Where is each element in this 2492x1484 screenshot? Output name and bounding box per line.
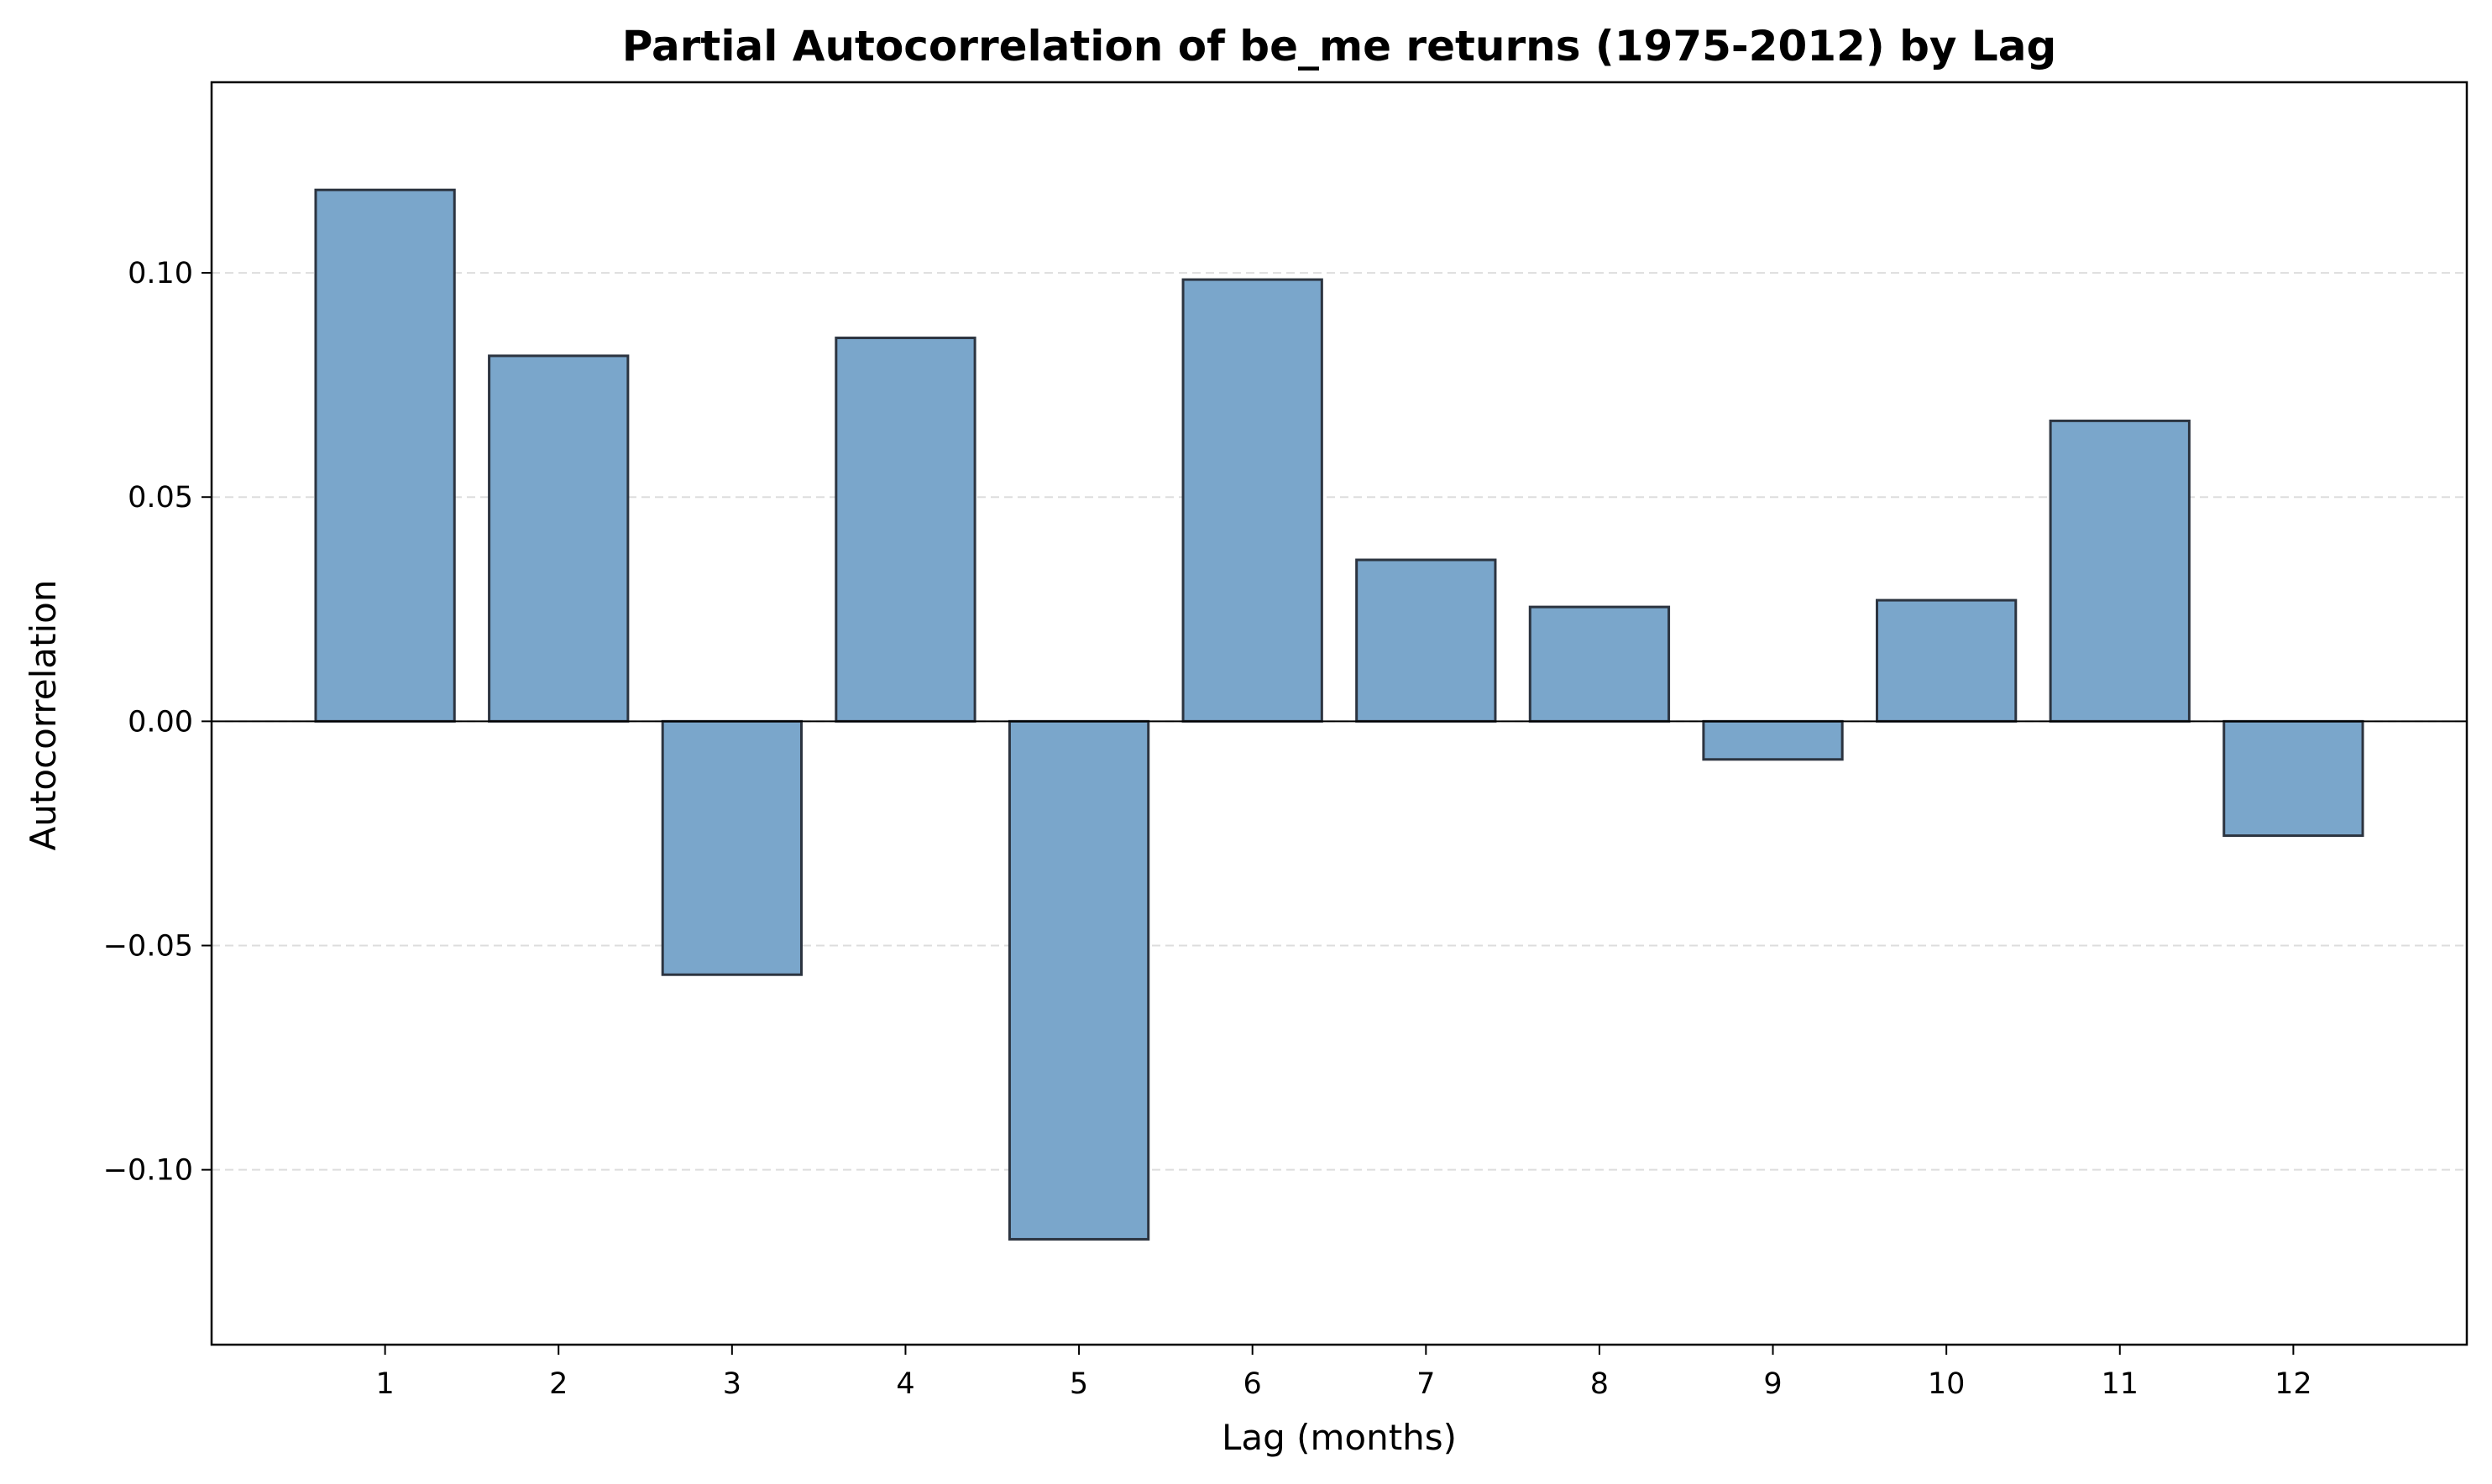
bar-lag-7: [1355, 558, 1497, 723]
y-tick-label: −0.05: [103, 929, 193, 963]
plot-frame: [210, 81, 2468, 1346]
bar-lag-12: [2222, 719, 2364, 838]
bar-lag-10: [1876, 598, 2018, 723]
x-tick-label: 1: [375, 1367, 394, 1401]
bars: [314, 188, 2364, 1241]
x-tick-label: 12: [2275, 1367, 2312, 1401]
bar-lag-4: [835, 337, 976, 723]
y-tick-label: 0.10: [128, 257, 193, 290]
y-tick-label: 0.05: [128, 481, 193, 515]
x-axis-label: Lag (months): [1222, 1417, 1457, 1458]
x-tick-label: 8: [1590, 1367, 1609, 1401]
bar-lag-8: [1528, 605, 1671, 723]
y-axis: −0.10 −0.05 0.00 0.05 0.10: [103, 257, 212, 1188]
bar-lag-2: [488, 354, 630, 723]
x-tick-label: 9: [1763, 1367, 1782, 1401]
bar-lag-6: [1181, 278, 1323, 723]
y-axis-label: Autocorrelation: [23, 580, 64, 851]
bar-lag-1: [314, 188, 456, 723]
x-tick-label: 10: [1928, 1367, 1966, 1401]
x-tick-label: 5: [1070, 1367, 1088, 1401]
bar-lag-5: [1008, 719, 1150, 1241]
bar-lag-11: [2049, 419, 2191, 723]
y-tick-label: 0.00: [128, 705, 193, 739]
x-tick-label: 3: [723, 1367, 741, 1401]
y-tick-label: −0.10: [103, 1154, 193, 1188]
bar-lag-3: [661, 719, 803, 976]
x-tick-label: 4: [896, 1367, 914, 1401]
x-tick-label: 6: [1243, 1367, 1262, 1401]
x-tick-label: 2: [549, 1367, 568, 1401]
bar-lag-9: [1702, 719, 1844, 761]
x-tick-label: 7: [1416, 1367, 1435, 1401]
chart-title: Partial Autocorrelation of be_me returns…: [622, 22, 2057, 71]
x-tick-label: 11: [2101, 1367, 2139, 1401]
x-axis: 1 2 3 4 5 6 7 8 9 10 11 12: [375, 1345, 2312, 1401]
